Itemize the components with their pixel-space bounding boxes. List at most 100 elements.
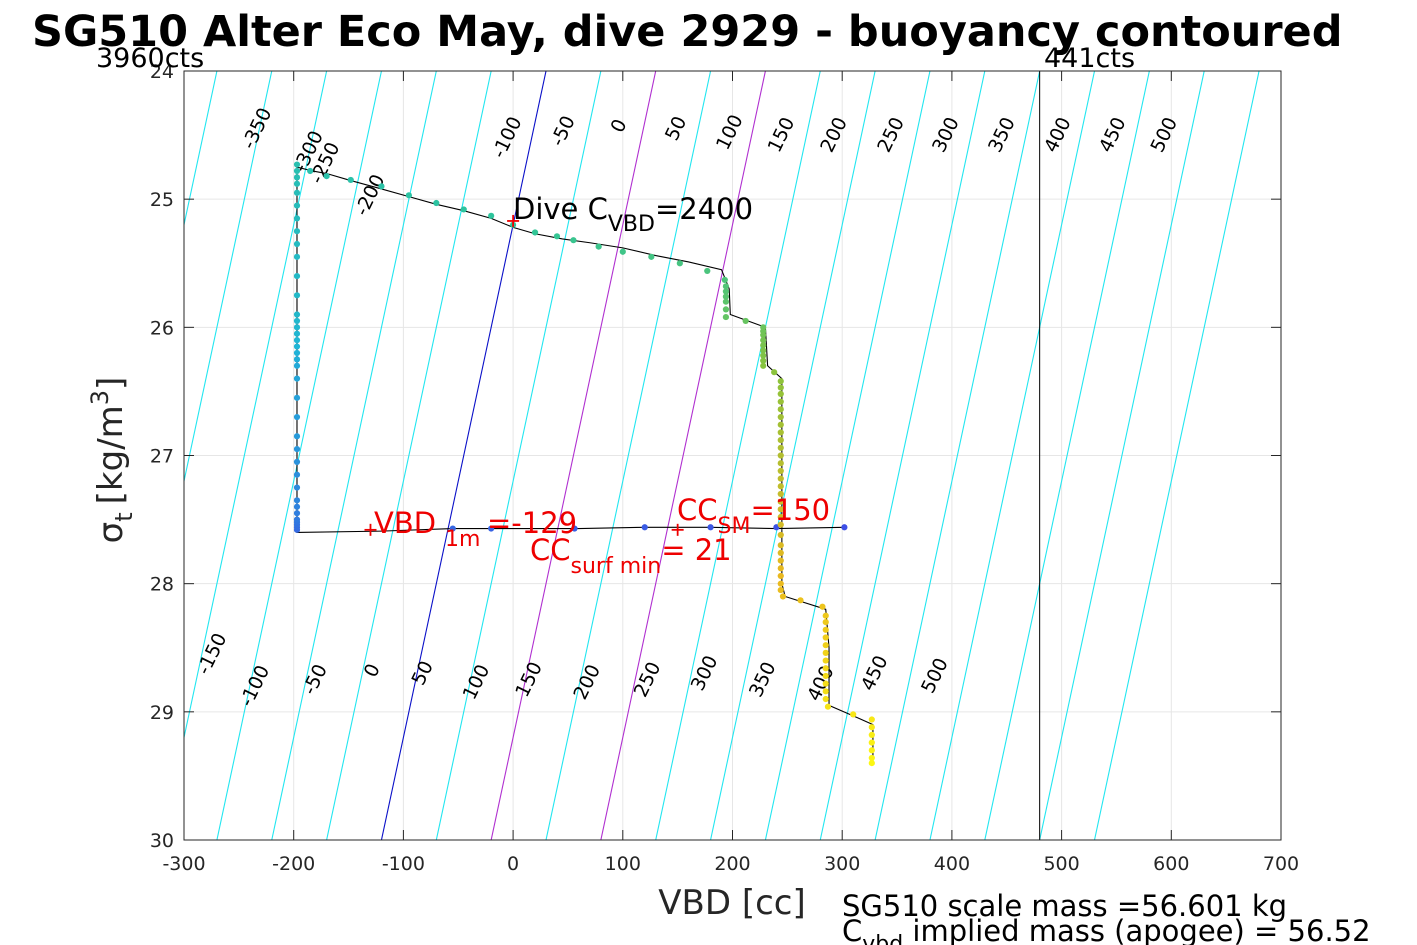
y-tick-label-3: 27: [150, 446, 174, 468]
data-point-108: [797, 597, 804, 604]
data-point-3: [641, 524, 648, 531]
marker-plus-0: [507, 214, 520, 227]
data-point-121: [822, 695, 829, 703]
data-point-60: [704, 267, 711, 275]
data-point-6: [449, 525, 456, 532]
annotation-dive-cvbd: Dive CVBD=2400: [513, 192, 753, 237]
x-tick-label-10: 700: [1263, 853, 1299, 875]
footer-implied-sub: vbd: [862, 932, 903, 945]
buoyancy-contour-14: [764, 71, 931, 840]
data-point-81: [777, 390, 784, 398]
footer-scale-mass: SG510 scale mass =56.601 kg: [842, 889, 1287, 923]
data-point-124: [868, 716, 875, 723]
data-point-99: [777, 531, 784, 539]
data-point-28: [293, 330, 301, 337]
annotation-cc-sm-sub: SM: [718, 514, 751, 539]
buoyancy-contour-7: [380, 71, 547, 840]
data-point-0: [841, 524, 848, 531]
chart-title: SG510 Alter Eco May, dive 2929 - buoyanc…: [32, 7, 1343, 57]
data-point-113: [822, 634, 829, 641]
data-point-73: [760, 342, 767, 349]
data-point-96: [777, 506, 784, 513]
buoyancy-contour-6: [326, 71, 492, 840]
data-point-67: [722, 313, 730, 321]
data-point-22: [293, 375, 301, 382]
data-point-109: [819, 603, 826, 610]
y-tick-label-1: 25: [150, 189, 174, 211]
data-point-5: [488, 525, 495, 532]
buoyancy-contour-16: [874, 71, 1041, 840]
data-point-88: [777, 444, 784, 451]
data-point-59: [676, 260, 683, 267]
x-axis-label: VBD [cc]: [658, 883, 806, 923]
data-point-78: [771, 369, 778, 376]
data-point-92: [777, 475, 784, 482]
annotation-cc-sm-suffix: =150: [750, 493, 830, 527]
y-axis-label-sup: 3: [86, 390, 114, 405]
data-point-107: [779, 593, 787, 600]
data-point-19: [293, 433, 301, 440]
data-point-94: [777, 490, 784, 498]
data-point-126: [868, 731, 875, 739]
data-point-129: [868, 754, 875, 762]
annotation-cc-surf-min-prefix: CC: [530, 533, 571, 567]
data-point-62: [722, 283, 730, 290]
data-point-41: [293, 174, 301, 181]
data-point-54: [553, 233, 561, 240]
data-point-65: [722, 298, 730, 305]
data-point-102: [777, 557, 784, 564]
y-tick-label-5: 29: [150, 702, 174, 724]
data-point-77: [760, 362, 767, 369]
data-point-39: [293, 189, 301, 196]
y-tick-label-6: 30: [150, 830, 174, 852]
data-point-130: [868, 760, 875, 767]
annotation-vbd-1m-sub: 1m: [445, 527, 480, 552]
y-axis-label-symbol: σ: [91, 522, 131, 544]
buoyancy-contour-11: [600, 71, 766, 840]
data-point-112: [822, 626, 829, 633]
data-point-18: [293, 445, 301, 453]
data-point-61: [721, 276, 728, 284]
data-point-97: [777, 513, 784, 521]
annotation-vbd-1m-prefix: VBD: [374, 506, 436, 540]
annotation-cc-surf-min: CCsurf min= 21: [530, 533, 732, 579]
data-point-122: [824, 703, 832, 710]
x-tick-label-7: 400: [934, 853, 970, 875]
annotation-dive-cvbd-suffix: =2400: [655, 192, 753, 226]
buoyancy-contour-19: [1039, 71, 1205, 840]
data-point-42: [293, 167, 301, 175]
buoyancy-contour-18: [984, 71, 1150, 840]
data-point-119: [822, 680, 829, 687]
data-point-21: [293, 394, 301, 401]
data-point-43: [293, 161, 301, 168]
vbd-min-label: 3960cts: [96, 43, 204, 74]
data-point-105: [777, 580, 784, 587]
data-point-118: [822, 672, 829, 680]
data-point-83: [777, 406, 784, 413]
data-point-25: [293, 349, 301, 357]
data-point-23: [293, 362, 301, 369]
x-tick-label-3: 0: [507, 853, 519, 875]
data-point-82: [777, 398, 784, 405]
x-tick-label-9: 600: [1153, 853, 1189, 875]
data-point-51: [488, 212, 495, 219]
marker-plus-1: [364, 523, 377, 536]
data-point-95: [777, 498, 784, 505]
data-point-14: [293, 497, 301, 504]
y-tick-label-2: 26: [150, 317, 174, 339]
data-point-93: [777, 483, 784, 490]
data-point-127: [868, 739, 875, 746]
data-point-104: [777, 572, 784, 580]
annotation-cc-surf-min-sub: surf min: [571, 554, 662, 579]
data-point-32: [293, 292, 301, 299]
data-point-75: [760, 352, 767, 359]
data-point-106: [777, 586, 784, 594]
annotation-cc-sm-prefix: CC: [677, 493, 718, 527]
buoyancy-contour-13: [710, 71, 876, 840]
data-point-79: [777, 378, 784, 385]
data-point-20: [293, 413, 301, 421]
data-point-24: [293, 356, 301, 363]
data-point-15: [293, 484, 301, 491]
x-tick-label-2: -100: [382, 853, 425, 875]
data-point-98: [777, 521, 784, 528]
